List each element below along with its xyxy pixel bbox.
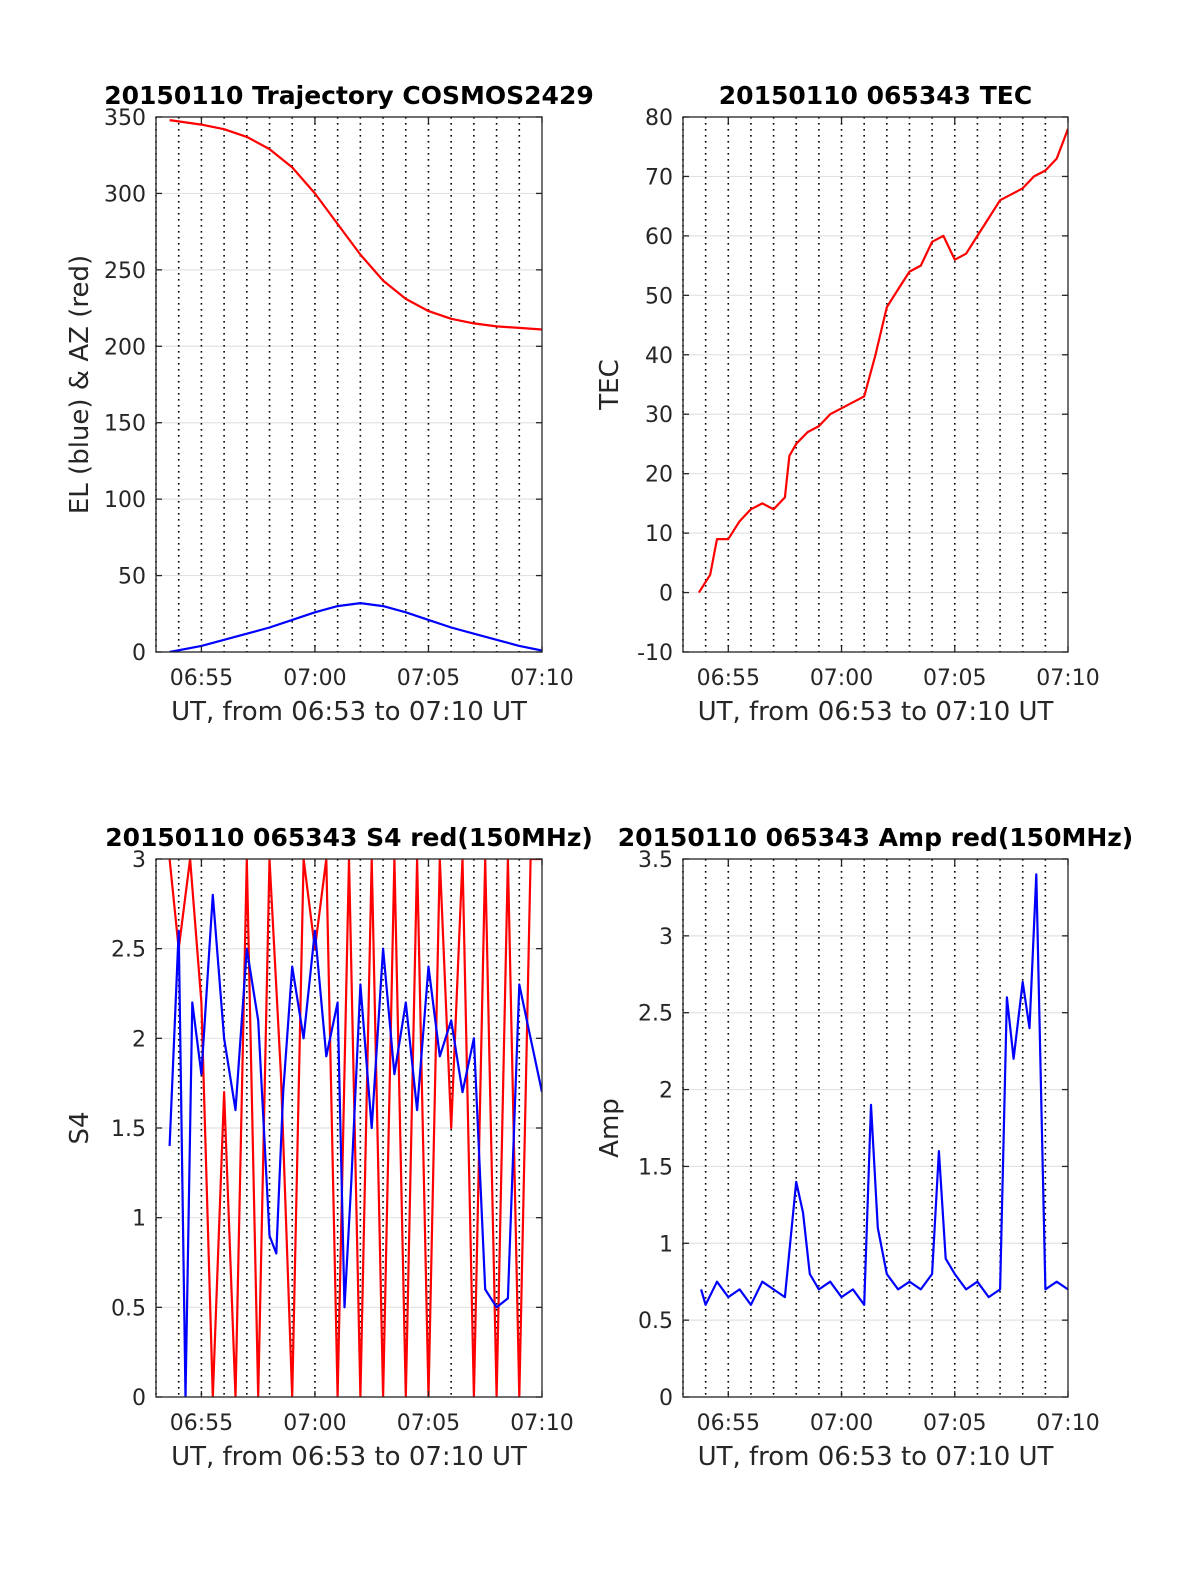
- series-line-0: [697, 128, 1068, 594]
- series-line-0: [169, 119, 542, 331]
- y-tick-label: 2.5: [638, 1002, 673, 1027]
- x-tick-label: 06:55: [697, 1411, 760, 1436]
- y-tick-label: 200: [104, 335, 146, 360]
- y-tick-label: 20: [645, 463, 673, 488]
- chart-trajectory: 0 50 100 150 200 250 300 350 06:55 07:00 07:05 07:1…: [65, 81, 594, 727]
- y-tick-label: 0: [659, 1386, 673, 1411]
- y-tick-label: 1.5: [111, 1117, 146, 1142]
- chart-tec: -10 0 10 20 30 40 50 60 70 80 06:55 07:00 07:05 07:10…: [595, 81, 1100, 727]
- y-tick-label: 0: [132, 641, 146, 666]
- series-line-0: [700, 873, 1068, 1306]
- x-tick-label: 07:10: [510, 1411, 573, 1436]
- y-tick-label: 2: [132, 1027, 146, 1052]
- chart-title: 20150110 065343 Amp red(150MHz): [618, 823, 1134, 852]
- x-tick-label: 07:10: [1036, 1411, 1099, 1436]
- y-tick-label: 0: [659, 582, 673, 607]
- y-tick-label: 40: [645, 344, 673, 369]
- chart-title: 20150110 Trajectory COSMOS2429: [104, 81, 594, 110]
- y-tick-label: 10: [645, 522, 673, 547]
- x-axis-label: UT, from 06:53 to 07:10 UT: [698, 697, 1054, 727]
- x-tick-label: 07:10: [510, 666, 573, 691]
- y-tick-label: 1: [659, 1232, 673, 1257]
- x-tick-label: 07:10: [1036, 666, 1099, 691]
- x-tick-label: 07:05: [923, 666, 986, 691]
- y-tick-label: 3: [132, 848, 146, 873]
- y-tick-label: 3.5: [638, 848, 673, 873]
- y-tick-label: 2.5: [111, 938, 146, 963]
- y-tick-label: 1: [132, 1207, 146, 1232]
- x-tick-label: 07:00: [283, 666, 346, 691]
- y-tick-label: 70: [645, 165, 673, 190]
- x-tick-label: 07:00: [283, 1411, 346, 1436]
- y-axis-label: EL (blue) & AZ (red): [65, 255, 95, 514]
- y-axis-label: Amp: [595, 1098, 625, 1158]
- x-tick-label: 07:00: [810, 666, 873, 691]
- y-tick-label: 80: [645, 106, 673, 131]
- axes-frame: [155, 116, 543, 653]
- x-axis-label: UT, from 06:53 to 07:10 UT: [171, 1442, 527, 1472]
- y-tick-label: 2: [659, 1079, 673, 1104]
- x-tick-label: 07:05: [397, 666, 460, 691]
- y-tick-label: 0: [132, 1386, 146, 1411]
- y-tick-label: 150: [104, 412, 146, 437]
- y-tick-label: 0.5: [111, 1296, 146, 1321]
- axes-frame: [682, 116, 1069, 653]
- y-tick-label: 0.5: [638, 1309, 673, 1334]
- x-tick-label: 07:00: [810, 1411, 873, 1436]
- y-tick-label: 1.5: [638, 1155, 673, 1180]
- y-tick-label: 350: [104, 106, 146, 131]
- axes-frame: [682, 858, 1069, 1398]
- y-tick-label: -10: [637, 641, 673, 666]
- series-line-1: [169, 601, 542, 652]
- x-tick-label: 06:55: [170, 666, 233, 691]
- y-tick-label: 50: [645, 284, 673, 309]
- series-line-1: [168, 893, 542, 1397]
- y-tick-label: 100: [104, 488, 146, 513]
- y-tick-label: 60: [645, 225, 673, 250]
- x-tick-label: 07:05: [923, 1411, 986, 1436]
- x-tick-label: 06:55: [697, 666, 760, 691]
- y-tick-label: 30: [645, 403, 673, 428]
- x-axis-label: UT, from 06:53 to 07:10 UT: [698, 1442, 1054, 1472]
- y-tick-label: 300: [104, 182, 146, 207]
- y-axis-label: TEC: [595, 359, 625, 410]
- y-tick-label: 3: [659, 925, 673, 950]
- x-axis-label: UT, from 06:53 to 07:10 UT: [171, 697, 527, 727]
- chart-s4: 0 0.5 1 1.5 2 2.5 3 06:55 07:00 07:05 07:10 2015011…: [65, 823, 593, 1472]
- x-tick-label: 07:05: [397, 1411, 460, 1436]
- x-tick-label: 06:55: [170, 1411, 233, 1436]
- y-axis-label: S4: [65, 1111, 95, 1144]
- chart-title: 20150110 065343 S4 red(150MHz): [105, 823, 593, 852]
- y-tick-label: 250: [104, 259, 146, 284]
- y-tick-label: 50: [118, 565, 146, 590]
- chart-amp: 0 0.5 1 1.5 2 2.5 3 3.5 06:55 07:00 07:05 07:10 2015…: [595, 823, 1133, 1472]
- chart-title: 20150110 065343 TEC: [719, 81, 1032, 110]
